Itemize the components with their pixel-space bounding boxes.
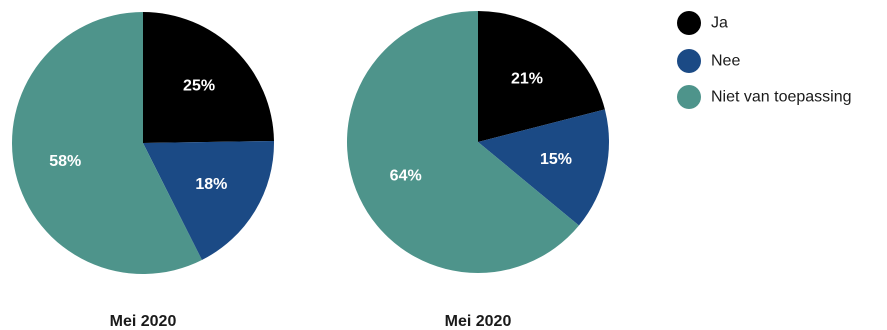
pie-2-label-ja: 21% — [511, 70, 543, 87]
pie-chart-1-title: Mei 2020 — [110, 313, 177, 330]
pie-1-label-ja: 25% — [183, 78, 215, 95]
legend-label-ja: Ja — [711, 15, 728, 32]
pie-chart-1: 25% 18% 58% — [12, 12, 275, 274]
pie-chart-2: 21% 15% 64% — [346, 11, 609, 274]
pie-chart-2-title: Mei 2020 — [445, 313, 512, 330]
pie-2-slice-ja — [478, 11, 605, 142]
pie-1-label-nee: 18% — [195, 176, 227, 193]
legend-label-niet-van-toepassing: Niet van toepassing — [711, 89, 852, 106]
pie-1-slice-nee — [143, 140, 275, 260]
legend: Ja Nee Niet van toepassing — [677, 11, 852, 109]
legend-swatch-niet-van-toepassing — [677, 85, 701, 109]
legend-swatch-ja — [677, 11, 701, 35]
legend-swatch-nee — [677, 49, 701, 73]
legend-label-nee: Nee — [711, 53, 740, 70]
pie-1-label-niet-van-toepassing: 58% — [49, 153, 81, 170]
pie-1-slice-niet-van-toepassing — [12, 12, 202, 274]
pie-2-slice-niet-van-toepassing — [346, 11, 579, 274]
pie-2-slice-nee — [478, 109, 609, 226]
pie-2-label-nee: 15% — [540, 151, 572, 168]
pie-1-slice-ja — [143, 12, 274, 143]
pie-2-label-niet-van-toepassing: 64% — [390, 168, 422, 185]
